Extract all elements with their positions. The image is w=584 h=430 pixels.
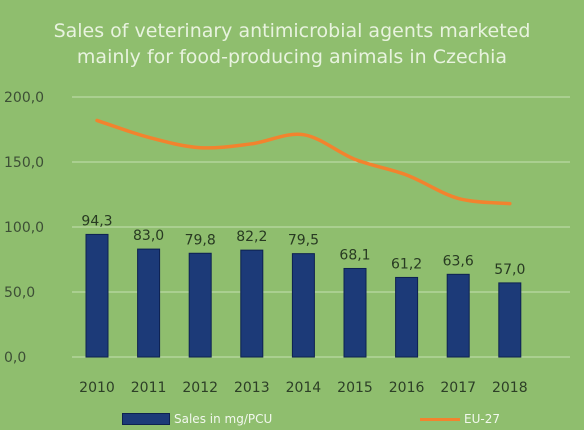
x-tick-label: 2013 [234,380,270,396]
bar-data-label: 61,2 [391,256,422,272]
bar [85,233,109,358]
y-tick-label: 100,0 [4,220,44,236]
legend-swatch-line [420,417,460,421]
legend-item-sales: Sales in mg/PCU [122,409,272,429]
bar-data-label: 94,3 [81,213,112,229]
bar [291,253,315,358]
x-tick-label: 2012 [182,380,218,396]
y-tick-label: 50,0 [4,285,35,301]
bar [137,248,161,358]
bar-data-label: 79,8 [185,232,216,248]
legend-label-eu27: EU-27 [464,412,500,426]
x-tick-label: 2010 [79,380,115,396]
bar-data-label: 68,1 [339,247,370,263]
bar-data-label: 83,0 [133,228,164,244]
x-tick-label: 2011 [131,380,167,396]
bar [343,267,367,358]
legend-swatch-bar [122,413,170,425]
chart-title-line-2: mainly for food-producing animals in Cze… [76,46,508,68]
bar [498,282,522,358]
x-tick-label: 2018 [492,380,528,396]
bar [446,273,470,358]
chart-title-line-1: Sales of veterinary antimicrobial agents… [53,20,531,42]
legend-label-sales: Sales in mg/PCU [174,412,273,426]
bar-data-label: 79,5 [288,233,319,249]
bar-data-label: 63,6 [443,253,474,269]
bar-data-label: 82,2 [236,229,267,245]
y-tick-label: 150,0 [4,155,44,171]
bar [240,249,264,358]
x-tick-label: 2016 [389,380,425,396]
legend-item-eu27: EU-27 [420,409,500,429]
x-tick-label: 2015 [337,380,373,396]
bar [188,252,212,358]
x-tick-label: 2014 [286,380,322,396]
y-tick-label: 0,0 [4,350,26,366]
bar [395,276,419,358]
bar-data-label: 57,0 [494,262,525,278]
x-tick-label: 2017 [440,380,476,396]
y-tick-label: 200,0 [4,90,44,106]
